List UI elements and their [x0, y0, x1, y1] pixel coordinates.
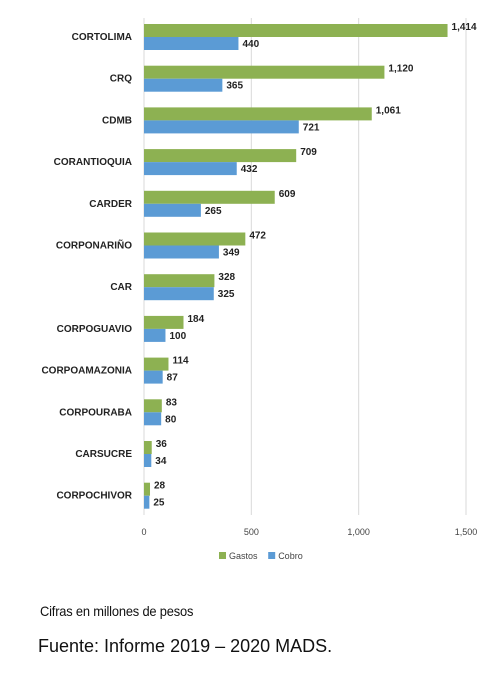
category-label: CORPOGUAVIO	[57, 324, 133, 335]
bar-cobro	[144, 328, 166, 342]
bar-gastos	[144, 357, 169, 371]
category-label: CORANTIOQUIA	[54, 157, 132, 168]
data-label: 440	[242, 39, 259, 50]
data-label: 721	[303, 122, 320, 133]
units-note: Cifras en millones de pesos	[40, 603, 194, 619]
data-label: 114	[172, 356, 189, 367]
data-label: 325	[218, 289, 235, 300]
legend-swatch-cobro	[268, 552, 276, 559]
data-label: 349	[223, 248, 240, 259]
bar-gastos	[144, 274, 215, 288]
bar-cobro	[144, 495, 150, 509]
bar-gastos	[144, 441, 152, 454]
category-label: CAR	[110, 282, 132, 293]
data-label: 28	[154, 481, 166, 492]
data-label: 25	[153, 498, 165, 509]
x-tick-label: 1,500	[455, 527, 478, 537]
bar-cobro	[144, 37, 239, 50]
x-tick-label: 0	[141, 527, 146, 537]
bar-gastos	[144, 190, 275, 204]
bar-cobro	[144, 370, 163, 384]
data-label: 1,120	[388, 64, 413, 75]
bar-cobro	[144, 162, 237, 176]
category-label: CARSUCRE	[75, 449, 132, 460]
source-note: Fuente: Informe 2019 – 2020 MADS.	[38, 636, 333, 656]
data-label: 328	[218, 272, 235, 283]
data-label: 87	[167, 373, 179, 384]
category-label: CARDER	[89, 199, 133, 210]
bar-gastos	[144, 399, 162, 413]
bar-gastos	[144, 24, 448, 37]
data-label: 365	[226, 81, 243, 92]
data-label: 34	[155, 456, 167, 467]
bar-cobro	[144, 245, 219, 259]
data-label: 472	[249, 231, 266, 242]
bar-cobro	[144, 454, 152, 467]
bar-gastos	[144, 65, 385, 79]
category-label: CORTOLIMA	[72, 32, 132, 43]
category-label: CDMB	[102, 115, 132, 126]
data-label: 1,061	[376, 105, 401, 116]
category-label: CORPOCHIVOR	[56, 491, 132, 502]
data-label: 1,414	[452, 22, 477, 33]
category-label: CORPONARIÑO	[56, 239, 132, 252]
bar-cobro	[144, 412, 162, 426]
bar-gastos	[144, 107, 372, 121]
x-tick-label: 500	[244, 527, 259, 537]
bar-cobro	[144, 203, 201, 217]
data-label: 36	[156, 439, 168, 450]
data-label: 609	[279, 189, 296, 200]
data-label: 83	[166, 397, 178, 408]
bar-cobro	[144, 120, 299, 134]
x-tick-label: 1,000	[347, 527, 370, 537]
data-label: 100	[169, 331, 186, 342]
data-label: 184	[187, 314, 204, 325]
bar-gastos	[144, 232, 246, 246]
bar-gastos	[144, 315, 184, 329]
legend-label: Cobro	[278, 551, 303, 561]
data-label: 80	[165, 414, 177, 425]
category-label: CRQ	[110, 74, 132, 85]
legend-swatch-gastos	[219, 552, 226, 559]
legend-label: Gastos	[229, 551, 258, 561]
category-label: CORPOURABA	[59, 407, 132, 418]
category-label: CORPOAMAZONIA	[41, 366, 132, 377]
data-label: 432	[241, 164, 258, 175]
bar-chart: CORTOLIMA 1,414 440 CRQ 1,120 365 CDMB 1,061 721…	[41, 18, 478, 561]
bar-gastos	[144, 482, 151, 496]
bar-cobro	[144, 287, 214, 301]
data-label: 265	[205, 206, 222, 217]
bar-gastos	[144, 149, 297, 163]
bar-cobro	[144, 78, 223, 92]
data-label: 709	[300, 147, 317, 158]
